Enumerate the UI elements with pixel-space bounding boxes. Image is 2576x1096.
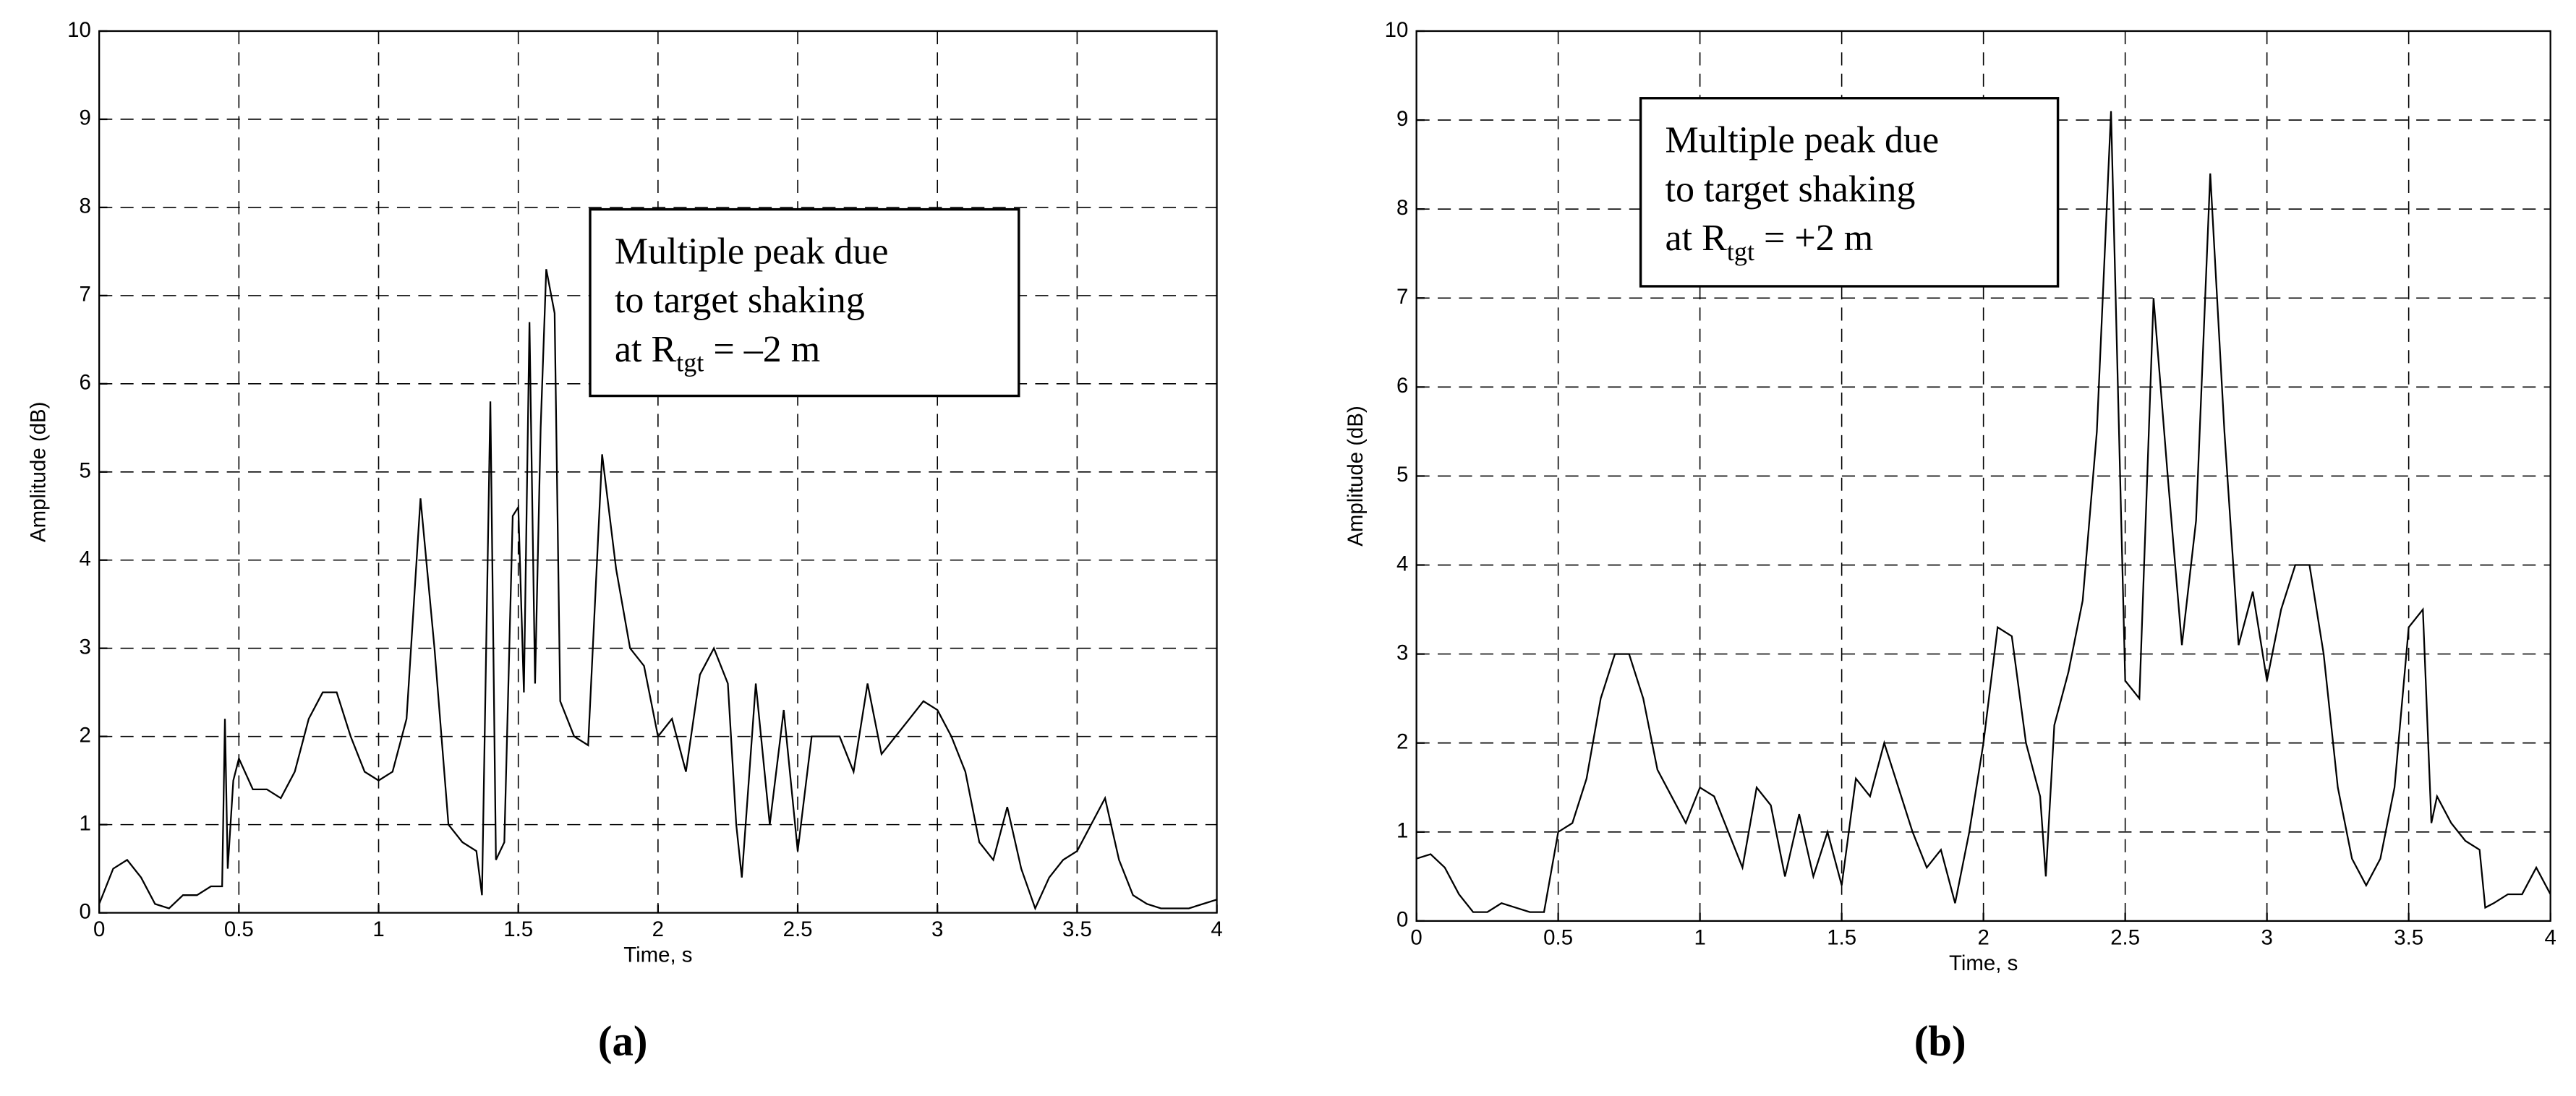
x-tick-label: 4 — [1211, 917, 1222, 941]
y-tick-label: 8 — [79, 194, 90, 218]
data-line — [98, 269, 1217, 911]
annotation-text: Multiple peak due — [1666, 119, 1940, 160]
y-tick-label: 0 — [1396, 908, 1408, 932]
annotation-prefix: at R — [1666, 218, 1728, 259]
x-tick-label: 4 — [2544, 926, 2556, 950]
x-axis-label: Time, s — [1949, 951, 2018, 975]
y-tick-label: 9 — [1396, 107, 1408, 131]
x-tick-label: 0 — [93, 917, 105, 941]
panel-label: (b) — [1914, 1017, 1966, 1064]
x-tick-label: 3 — [931, 917, 943, 941]
x-tick-label: 3.5 — [1062, 917, 1092, 941]
annotation-text: Multiple peak due — [615, 231, 889, 272]
y-tick-label: 10 — [67, 18, 91, 42]
x-tick-label: 0.5 — [224, 917, 254, 941]
annotation-suffix: = –2 m — [704, 329, 820, 370]
y-tick-label: 4 — [1396, 552, 1408, 575]
x-tick-label: 0 — [1410, 926, 1422, 950]
y-tick-label: 3 — [79, 635, 90, 659]
y-tick-label: 6 — [1396, 374, 1408, 398]
annotation-text: to target shaking — [1666, 168, 1916, 210]
y-tick-label: 5 — [79, 459, 90, 483]
y-tick-label: 9 — [79, 106, 90, 130]
plot-frame — [1415, 30, 2551, 922]
x-tick-label: 1 — [372, 917, 384, 941]
y-tick-label: 5 — [1396, 463, 1408, 487]
y-tick-label: 3 — [1396, 641, 1408, 664]
y-tick-label: 1 — [79, 811, 90, 835]
y-tick-label: 7 — [1396, 285, 1408, 309]
annotation-suffix: = +2 m — [1754, 218, 1873, 259]
panel-label: (a) — [598, 1017, 648, 1064]
x-tick-label: 1.5 — [503, 917, 533, 941]
x-tick-label: 0.5 — [1543, 926, 1573, 950]
annotation-box — [1639, 97, 2060, 288]
y-tick-label: 8 — [1396, 196, 1408, 220]
x-tick-label: 2.5 — [2110, 926, 2140, 950]
y-axis-label: Amplitude (dB) — [1344, 406, 1368, 547]
x-tick-label: 3 — [2261, 926, 2272, 950]
annotation-text: to target shaking — [615, 280, 865, 321]
annotation-subscript: tgt — [1727, 237, 1754, 266]
annotation-text: at Rtgt = +2 m — [1666, 218, 1874, 266]
x-tick-label: 3.5 — [2394, 926, 2423, 950]
y-tick-label: 7 — [79, 283, 90, 307]
x-axis-label: Time, s — [623, 943, 692, 967]
x-tick-label: 2 — [1977, 926, 1989, 950]
annotation-prefix: at R — [615, 329, 677, 370]
annotation-text: at Rtgt = –2 m — [615, 329, 820, 377]
annotation-subscript: tgt — [676, 348, 704, 377]
x-tick-label: 2.5 — [783, 917, 813, 941]
y-tick-label: 2 — [1396, 729, 1408, 753]
y-axis-label: Amplitude (dB) — [26, 402, 50, 543]
x-tick-label: 1 — [1694, 926, 1705, 950]
y-tick-label: 10 — [1385, 18, 1409, 42]
y-tick-label: 6 — [79, 371, 90, 395]
y-tick-label: 2 — [79, 723, 90, 747]
x-tick-label: 1.5 — [1827, 926, 1856, 950]
annotation-box — [589, 207, 1020, 398]
y-tick-label: 1 — [1396, 819, 1408, 843]
plot-frame — [98, 30, 1218, 914]
y-tick-label: 4 — [79, 547, 90, 571]
data-line — [1416, 111, 2551, 913]
y-tick-label: 0 — [79, 899, 90, 923]
x-tick-label: 2 — [652, 917, 664, 941]
